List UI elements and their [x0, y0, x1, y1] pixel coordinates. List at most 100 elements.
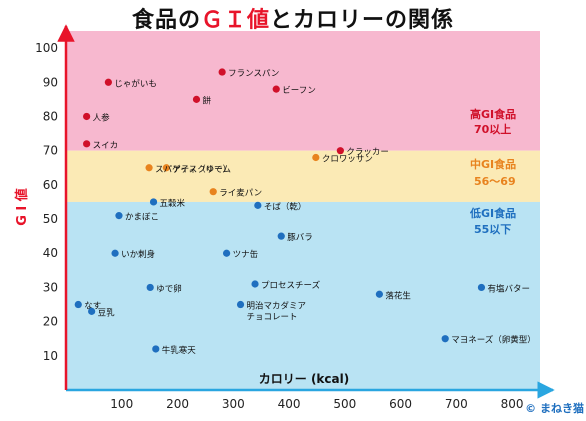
data-label: ゆで卵 [156, 283, 182, 294]
data-label-line: チョコレート [247, 313, 298, 323]
data-label: 豆乳 [98, 307, 116, 318]
data-point [88, 307, 96, 315]
data-label-line: なす [84, 302, 101, 312]
data-label-line: スイカ [93, 141, 119, 151]
data-label: ビーフン [282, 86, 316, 96]
data-label: 明治マカダミアチョコレート [247, 301, 307, 323]
x-tick-label: 800 [501, 397, 524, 411]
title-part2: ＧＩ値 [200, 8, 270, 33]
data-point [336, 147, 344, 155]
data-label-line: クラッカー [346, 148, 389, 158]
data-label-line: 五穀米 [160, 198, 186, 209]
data-points: フランスパンじゃがいもビーフン餅人参スイカクラッカークロワッサンアイスクリームス… [74, 68, 536, 356]
data-label: アイスクリーム [172, 165, 231, 175]
data-point [277, 232, 285, 240]
data-label-line: 餅 [202, 95, 211, 106]
data-point [146, 283, 154, 292]
data-point [272, 85, 280, 93]
y-axis-label: G I 値 [14, 188, 30, 226]
data-label-line: ゆで卵 [156, 283, 182, 294]
data-label: ツナ缶 [233, 249, 259, 260]
data-label-line: フランスパン [228, 69, 279, 79]
y-tick-label: 50 [43, 212, 58, 226]
title-part1: 食品の [131, 8, 201, 33]
y-tick-label: 80 [43, 109, 58, 123]
y-tick-label: 100 [35, 41, 58, 55]
x-tick-label: 600 [389, 397, 412, 411]
data-label: 牛乳寒天 [162, 345, 197, 356]
data-label-line: 人参 [93, 112, 111, 123]
data-label: スイカ [93, 141, 119, 151]
data-label: そば（乾） [264, 201, 307, 212]
band-low [66, 201, 540, 390]
data-label: クロワッサン [322, 155, 373, 165]
data-label: 落花生 [385, 290, 411, 301]
data-label-line: プロセスチーズ [261, 280, 321, 291]
data-point [74, 300, 82, 309]
data-label: クラッカー [346, 148, 389, 158]
band-mid [66, 150, 540, 202]
data-label: ライ麦パン [219, 188, 262, 199]
chart-title: 食品のＧＩ値とカロリーの関係 [0, 2, 586, 34]
data-point [209, 188, 217, 196]
ticks: 100 200 300 400 500 600 700 800 10 20 30 40 50 60 70 80… [35, 41, 523, 411]
data-label: スパゲティ（ゆで） [155, 164, 231, 175]
y-tick-label: 10 [43, 349, 58, 363]
data-point [83, 140, 91, 148]
data-point [312, 153, 320, 162]
data-point [375, 290, 383, 298]
x-tick-label: 400 [278, 397, 301, 411]
data-label-line: スパゲティ（ゆで） [155, 164, 231, 175]
x-tick-label: 200 [166, 397, 189, 411]
data-label-line: 豆乳 [98, 307, 116, 318]
y-tick-label: 90 [43, 75, 58, 89]
data-point [115, 212, 123, 220]
y-tick-label: 30 [43, 280, 58, 294]
data-label: 人参 [93, 112, 111, 123]
data-label-line: ライ麦パン [219, 188, 262, 199]
data-point [236, 300, 245, 309]
data-point [145, 164, 153, 172]
zone-label: 高GI食品 [470, 107, 516, 121]
zone-label: 中GI食品 [470, 157, 516, 171]
band-high [66, 31, 540, 151]
data-label: 豚バラ [287, 233, 313, 243]
data-point [104, 78, 112, 86]
data-point [162, 164, 170, 172]
axis-labels: カロリー (kcal) G I 値 © まねき猫 [14, 188, 584, 415]
gi-bands [66, 31, 540, 390]
data-point [477, 283, 486, 292]
data-label-line: いか刺身 [121, 249, 155, 260]
x-tick-label: 300 [222, 397, 245, 411]
title-part3: とカロリーの関係 [270, 8, 455, 33]
data-point [111, 249, 119, 257]
data-label: フランスパン [228, 69, 279, 79]
data-point [83, 112, 91, 121]
data-point [192, 95, 201, 103]
data-label: 有塩バター [487, 283, 530, 294]
x-tick-label: 500 [333, 397, 356, 411]
data-point [251, 280, 259, 288]
data-label: 餅 [202, 95, 211, 106]
axes [57, 24, 555, 399]
data-label: なす [84, 302, 101, 312]
data-point [152, 345, 160, 353]
zone-range: 55以下 [474, 223, 511, 236]
data-label: かまぼこ [125, 213, 159, 223]
data-point [254, 201, 262, 209]
x-axis-label: カロリー (kcal) [259, 372, 349, 386]
x-tick-label: 700 [445, 397, 468, 411]
x-tick-label: 100 [110, 397, 133, 411]
y-tick-label: 60 [43, 178, 58, 192]
data-label: マヨネーズ（卵黄型） [451, 335, 536, 346]
data-label-line: アイスクリーム [172, 165, 231, 175]
y-tick-label: 20 [43, 315, 58, 329]
data-point [441, 335, 449, 343]
data-label: プロセスチーズ [261, 280, 321, 291]
y-tick-label: 70 [43, 144, 58, 158]
data-label-line: 明治マカダミア [247, 301, 307, 312]
data-label-line: 牛乳寒天 [162, 345, 197, 356]
data-label: じゃがいも [114, 78, 157, 89]
